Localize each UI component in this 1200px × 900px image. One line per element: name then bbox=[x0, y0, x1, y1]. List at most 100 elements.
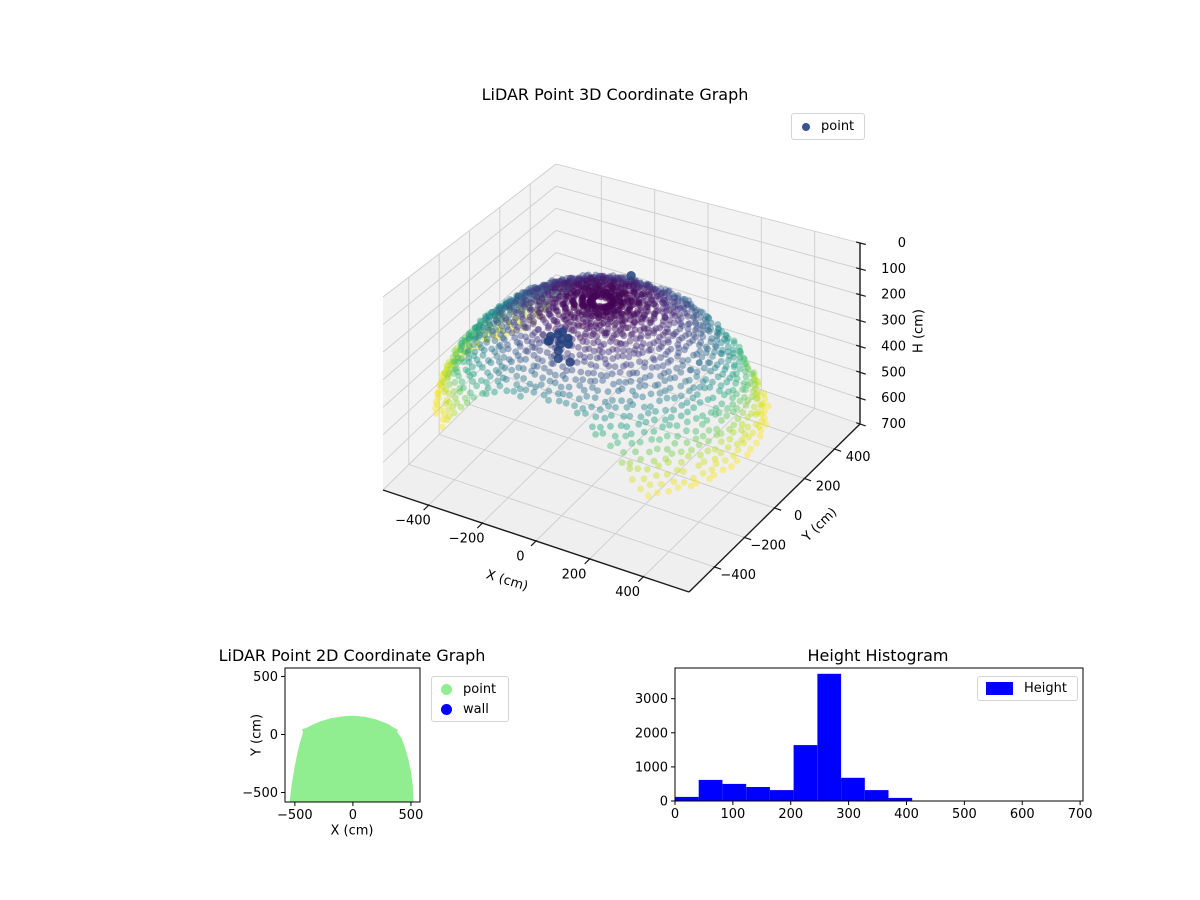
point bbox=[545, 322, 553, 330]
point bbox=[621, 275, 628, 283]
point bbox=[542, 319, 550, 326]
point bbox=[564, 350, 571, 357]
point bbox=[497, 310, 505, 317]
point bbox=[709, 378, 716, 386]
point bbox=[639, 298, 647, 305]
point bbox=[630, 286, 638, 294]
point bbox=[635, 296, 643, 303]
point bbox=[531, 344, 539, 351]
point bbox=[573, 288, 580, 296]
grid-line-y bbox=[499, 374, 805, 479]
point bbox=[648, 286, 656, 293]
point bbox=[438, 423, 446, 431]
point bbox=[677, 392, 685, 400]
point bbox=[578, 291, 585, 298]
point bbox=[598, 274, 606, 282]
point bbox=[512, 309, 520, 317]
plot2d-title: LiDAR Point 2D Coordinate Graph bbox=[218, 646, 486, 665]
point bbox=[615, 292, 623, 299]
point bbox=[618, 310, 625, 318]
point bbox=[646, 372, 654, 380]
point bbox=[614, 294, 622, 302]
y-tick bbox=[743, 536, 752, 541]
point bbox=[491, 312, 499, 319]
height-legend-label: Height bbox=[1024, 681, 1067, 696]
point bbox=[572, 376, 580, 383]
point bbox=[665, 287, 673, 295]
point bbox=[555, 311, 563, 319]
point bbox=[566, 274, 574, 282]
point bbox=[756, 432, 764, 440]
point bbox=[452, 350, 460, 358]
point bbox=[752, 385, 759, 392]
point bbox=[520, 365, 527, 373]
point bbox=[465, 335, 472, 343]
point bbox=[575, 322, 583, 330]
point bbox=[627, 378, 635, 385]
point bbox=[631, 319, 638, 327]
point bbox=[574, 275, 581, 283]
point bbox=[581, 358, 588, 365]
point bbox=[514, 292, 522, 300]
point bbox=[461, 350, 468, 358]
point bbox=[432, 398, 440, 406]
point bbox=[602, 302, 610, 310]
point bbox=[692, 320, 699, 327]
point bbox=[665, 293, 673, 301]
point bbox=[516, 385, 524, 393]
point bbox=[582, 318, 590, 326]
point bbox=[629, 301, 637, 309]
point bbox=[434, 389, 442, 397]
point bbox=[740, 354, 748, 362]
point bbox=[592, 276, 600, 284]
point bbox=[595, 304, 602, 312]
point bbox=[625, 303, 633, 310]
point bbox=[611, 287, 619, 294]
point bbox=[621, 290, 629, 297]
point bbox=[688, 446, 695, 454]
point bbox=[501, 303, 509, 311]
point bbox=[692, 435, 700, 443]
point bbox=[522, 296, 530, 304]
point bbox=[455, 354, 463, 362]
point bbox=[678, 322, 686, 329]
point bbox=[637, 279, 645, 287]
point bbox=[575, 277, 583, 285]
x-tick bbox=[530, 539, 538, 547]
point bbox=[653, 307, 660, 315]
grid-line-z bbox=[555, 252, 861, 347]
point bbox=[715, 409, 723, 417]
point bbox=[592, 277, 600, 285]
point bbox=[570, 313, 578, 321]
point bbox=[548, 288, 556, 296]
point bbox=[530, 362, 538, 370]
point bbox=[622, 340, 629, 348]
point bbox=[588, 278, 596, 285]
point bbox=[690, 312, 698, 320]
point bbox=[573, 409, 581, 417]
point bbox=[579, 302, 587, 309]
point bbox=[512, 297, 520, 305]
point bbox=[484, 311, 492, 319]
point bbox=[674, 341, 682, 349]
point bbox=[579, 295, 586, 302]
z-tick bbox=[855, 267, 866, 272]
point bbox=[605, 308, 612, 315]
point bbox=[753, 439, 760, 447]
point bbox=[584, 304, 591, 312]
point bbox=[712, 411, 719, 418]
point bbox=[620, 362, 627, 370]
height-legend-marker bbox=[986, 682, 1013, 695]
point bbox=[562, 279, 570, 287]
point bbox=[517, 321, 525, 328]
point bbox=[656, 324, 664, 332]
point bbox=[484, 319, 492, 326]
point bbox=[634, 465, 642, 473]
point bbox=[641, 284, 648, 292]
point bbox=[517, 332, 525, 340]
point bbox=[577, 283, 585, 290]
point bbox=[558, 276, 566, 284]
point bbox=[536, 301, 544, 309]
point bbox=[571, 314, 579, 322]
point bbox=[539, 374, 547, 382]
